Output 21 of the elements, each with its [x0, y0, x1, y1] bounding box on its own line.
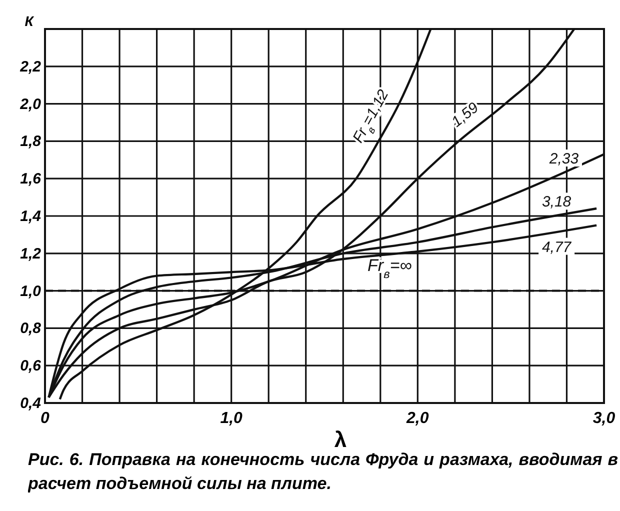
y-tick-label: 1,8 — [20, 133, 42, 150]
x-tick-label: 1,0 — [220, 410, 243, 427]
y-axis-title: К — [24, 13, 35, 29]
y-tick-label: 0,6 — [20, 358, 42, 375]
text: 1,59 — [448, 98, 482, 131]
series-label: 2,33 — [548, 150, 580, 168]
y-tick-label: 0,8 — [20, 320, 42, 338]
x-tick-label: 0 — [40, 410, 50, 427]
y-tick-label: 0,4 — [20, 395, 42, 412]
text: Рис. 6. Поправка на конечность числа Фруда и размаха, вводимая в расчет подъемной силы на плите. — [28, 449, 618, 495]
y-tick-label: 1,4 — [20, 208, 42, 225]
y-tick-label: 1,2 — [20, 245, 42, 262]
x-tick-label: 3,0 — [592, 410, 616, 427]
y-tick-label: 1,6 — [20, 170, 42, 188]
y-tick-label: 1,0 — [20, 282, 42, 300]
x-axis-title: λ — [334, 427, 347, 452]
series-label: 3,18 — [542, 194, 572, 211]
y-tick-label: 2,0 — [19, 96, 42, 113]
series-label: 4,77 — [542, 238, 572, 256]
y-tick-label: 2,2 — [19, 58, 42, 76]
x-tick-label: 2,0 — [406, 410, 429, 427]
